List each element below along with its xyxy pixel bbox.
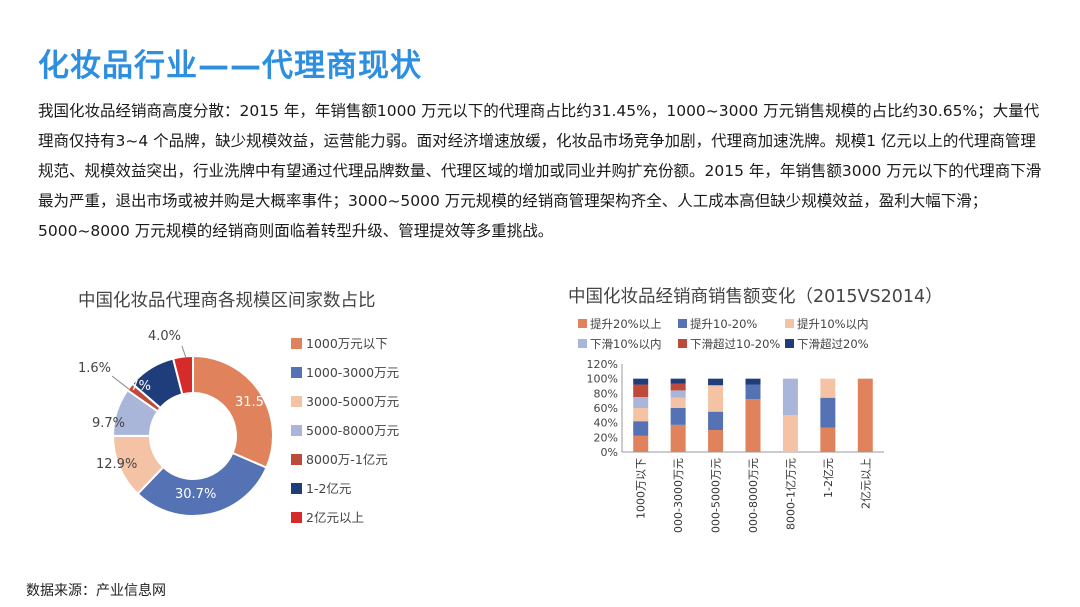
legend-label: 提升10%以内 [797, 317, 869, 331]
legend-label: 1000-3000万元 [306, 365, 399, 380]
bar-segment [708, 430, 724, 452]
legend-swatch [785, 319, 794, 328]
bar-segment [820, 378, 836, 398]
bar-segment [633, 378, 649, 385]
donut-slice-label: 30.7% [175, 487, 216, 502]
x-tick-label: 1000万以下 [635, 458, 648, 519]
donut-slice-label: 9.7% [118, 379, 151, 394]
leader-line [111, 375, 131, 391]
donut-slice-label: 1.6% [78, 361, 111, 376]
legend-label: 1000万元以下 [306, 336, 388, 351]
legend-swatch [291, 454, 302, 465]
legend-label: 1-2亿元 [306, 481, 351, 496]
bar-segment [670, 424, 686, 452]
bar-segment [745, 399, 761, 452]
legend-swatch [578, 319, 587, 328]
legend-swatch [678, 339, 687, 348]
bar-segment [670, 383, 686, 391]
legend-label: 提升10-20% [690, 317, 757, 331]
bar-segment [708, 378, 724, 386]
bar-segment [633, 408, 649, 422]
leader-line [181, 345, 187, 359]
donut-slice-label: 4.0% [148, 329, 181, 344]
donut-chart-title: 中国化妆品代理商各规模区间家数占比 [78, 291, 376, 311]
y-tick-label: 20% [594, 431, 618, 444]
x-tick-label: 2亿元以上 [859, 458, 872, 509]
y-tick-label: 80% [594, 387, 618, 400]
donut-slice [136, 451, 268, 517]
donut-slice-label: 12.9% [96, 457, 137, 472]
donut-slice-label: 31.5% [235, 395, 276, 410]
legend-swatch [578, 339, 587, 348]
bar-segment [745, 378, 761, 385]
donut-slice [192, 354, 274, 469]
body-paragraph: 我国化妆品经销商高度分散：2015 年，年销售额1000 万元以下的代理商占比约… [38, 102, 1042, 240]
bar-chart-title: 中国化妆品经销商销售额变化（2015VS2014） [568, 287, 943, 307]
bar-segment [633, 421, 649, 436]
legend-swatch [291, 338, 302, 349]
legend-swatch [291, 483, 302, 494]
donut-chart: 31.5% 30.7% 12.9% 9.7% 1.6% 9.7% 4.0% 1000万元以下 1… [78, 329, 399, 525]
y-tick-label: 60% [594, 402, 618, 415]
legend-label: 8000万-1亿元 [306, 452, 388, 467]
y-tick-label: 100% [587, 373, 618, 386]
bar-segment [782, 378, 798, 416]
bar-segment [633, 397, 649, 408]
x-tick-label: 8000-1亿万元 [784, 458, 797, 530]
x-tick-label: 5000-8000万元 [747, 458, 760, 533]
legend-label: 提升20%以上 [590, 317, 662, 331]
donut-slice-label: 9.7% [92, 416, 125, 431]
legend-label: 下滑10%以内 [590, 337, 662, 351]
x-tick-label: 1000-3000万元 [672, 458, 685, 533]
bar-segment [857, 378, 873, 452]
bar-segment [670, 390, 686, 398]
data-source-note: 数据来源：产业信息网 [26, 583, 166, 599]
bar-segment [745, 384, 761, 400]
bar-segment [633, 435, 649, 452]
legend-label: 下滑超过20% [797, 337, 869, 351]
legend-label: 5000-8000万元 [306, 423, 399, 438]
bar-segment [820, 427, 836, 452]
y-tick-label: 40% [594, 417, 618, 430]
legend-label: 2亿元以上 [306, 510, 364, 525]
donut-slice [171, 354, 194, 396]
legend-label: 下滑超过10-20% [690, 337, 780, 351]
legend-swatch [678, 319, 687, 328]
legend-swatch [785, 339, 794, 348]
y-tick-label: 0% [601, 446, 618, 459]
bar-segment [708, 411, 724, 430]
bar-segment [670, 408, 686, 425]
y-tick-label: 120% [587, 358, 618, 371]
legend-swatch [291, 396, 302, 407]
bar-segment [670, 397, 686, 408]
legend-swatch [291, 425, 302, 436]
legend-label: 3000-5000万元 [306, 394, 399, 409]
legend-swatch [291, 512, 302, 523]
bar-segment [820, 397, 836, 428]
bar-segment [708, 385, 724, 412]
bar-segment [633, 384, 649, 397]
bar-segment [670, 378, 686, 384]
x-tick-label: 1-2亿元 [822, 458, 835, 498]
x-tick-label: 3000-5000万元 [710, 458, 723, 533]
legend-swatch [291, 367, 302, 378]
bar-segment [782, 415, 798, 452]
page-title: 化妆品行业——代理商现状 [38, 48, 422, 84]
